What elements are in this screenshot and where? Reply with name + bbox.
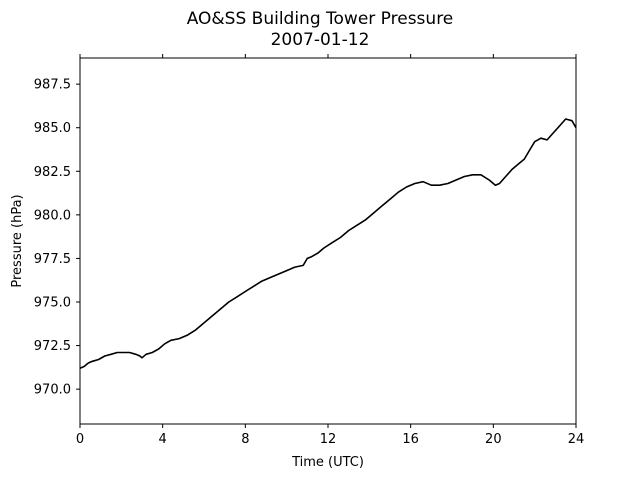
x-tick-label: 20 <box>485 432 502 447</box>
pressure-series-line <box>79 118 577 369</box>
y-tick-label: 977.5 <box>34 252 71 267</box>
chart-title: AO&SS Building Tower Pressure <box>187 9 454 29</box>
y-tick-label: 982.5 <box>34 165 71 180</box>
x-tick-label: 12 <box>320 432 337 447</box>
y-tick-label: 987.5 <box>34 78 71 93</box>
y-tick-label: 970.0 <box>34 383 71 398</box>
series-layer <box>79 118 577 369</box>
x-axis-label: Time (UTC) <box>291 455 364 470</box>
y-tick-label: 980.0 <box>34 208 71 223</box>
x-tick-label: 0 <box>76 432 84 447</box>
x-tick-label: 24 <box>568 432 585 447</box>
plot-area-frame <box>79 57 577 425</box>
y-tick-label: 972.5 <box>34 339 71 354</box>
y-tick-label: 985.0 <box>34 121 71 136</box>
x-tick-label: 8 <box>241 432 249 447</box>
y-axis-ticks: 970.0 972.5 975.0 977.5 980.0 982.5 985.0 987.5 <box>34 78 80 398</box>
x-tick-label: 16 <box>402 432 419 447</box>
y-tick-label: 975.0 <box>34 296 71 311</box>
x-axis-ticks: 0 4 8 12 16 20 24 <box>76 54 584 447</box>
y-axis-label: Pressure (hPa) <box>10 194 25 287</box>
chart-subtitle: 2007-01-12 <box>271 30 370 50</box>
x-tick-label: 4 <box>159 432 167 447</box>
